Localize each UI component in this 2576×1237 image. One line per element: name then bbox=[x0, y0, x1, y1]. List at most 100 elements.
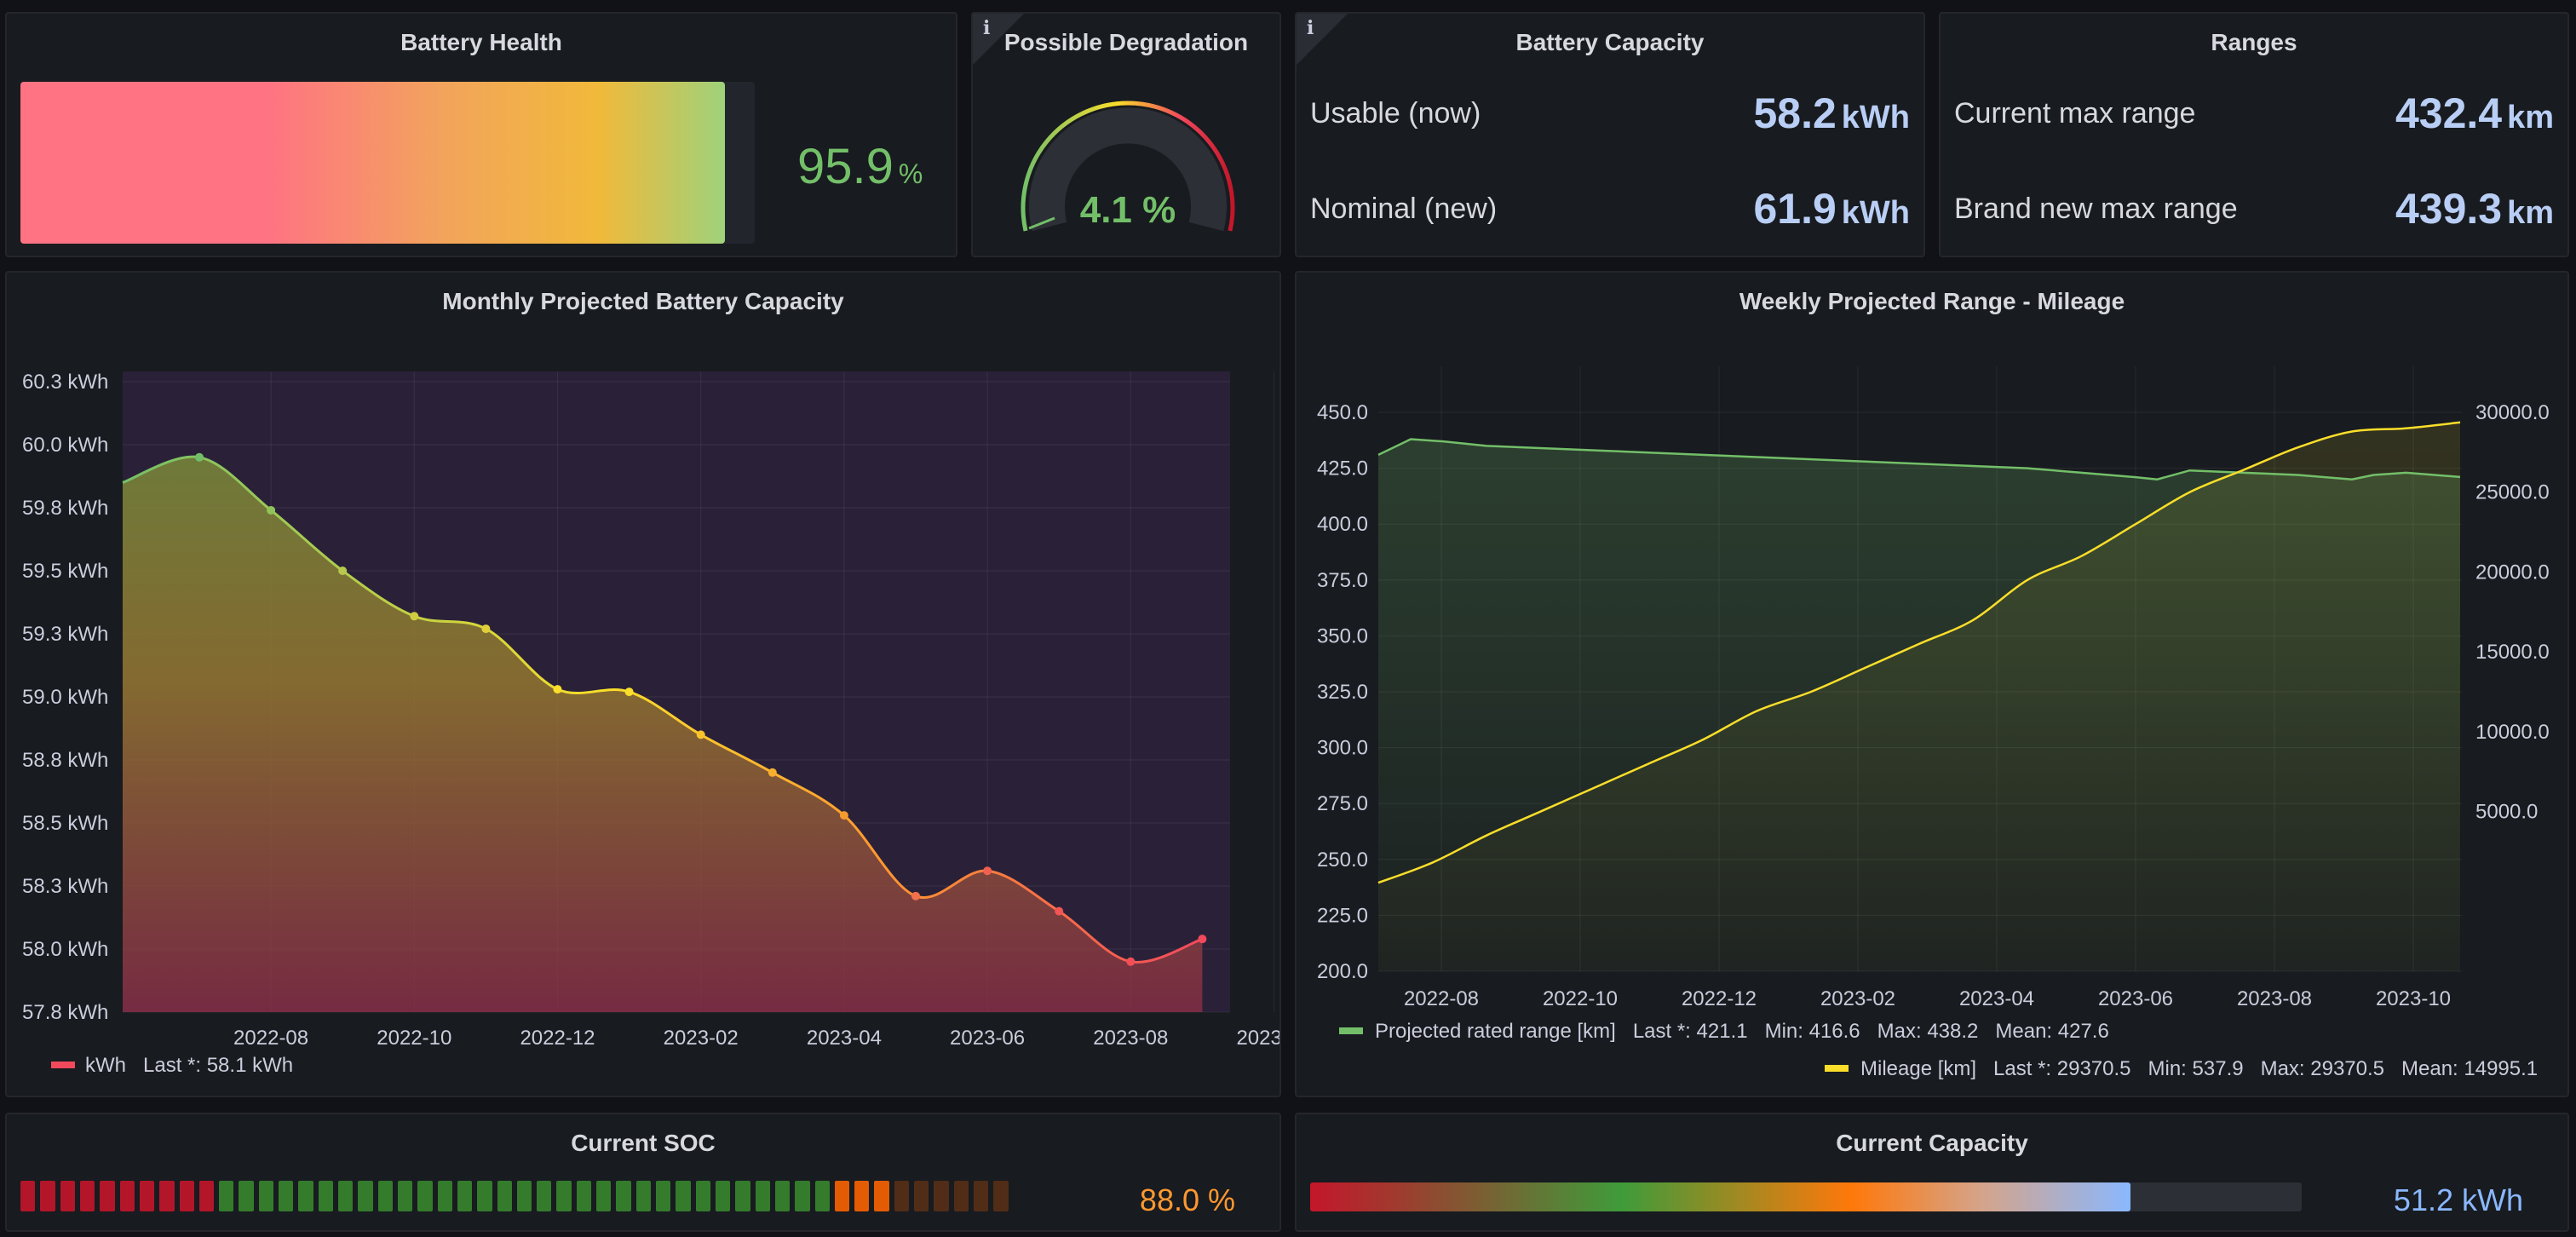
y-tick-label: 60.0 kWh bbox=[22, 434, 108, 457]
capacity-bar-fill bbox=[1310, 1182, 2130, 1211]
y-tick-label-left: 375.0 bbox=[1317, 569, 1368, 592]
soc-cell bbox=[40, 1181, 55, 1211]
soc-cell bbox=[715, 1181, 731, 1211]
soc-cell bbox=[914, 1181, 929, 1211]
x-tick-label: 2022-10 bbox=[377, 1027, 451, 1050]
soc-led-bar bbox=[20, 1181, 1009, 1211]
y-tick-label-right: 30000.0 bbox=[2475, 401, 2550, 424]
new-range-label: Brand new max range bbox=[1954, 193, 2238, 225]
y-tick-label-left: 275.0 bbox=[1317, 792, 1368, 815]
data-point bbox=[911, 891, 920, 900]
monthly-capacity-chart: 60.3 kWh 60.0 kWh 59.8 kWh 59.5 kWh 59.3 kWh… bbox=[22, 371, 1279, 1077]
health-bar-fill bbox=[20, 82, 725, 244]
soc-cell bbox=[60, 1181, 75, 1211]
y-tick-label: 58.8 kWh bbox=[22, 749, 108, 772]
legend-swatch bbox=[51, 1062, 75, 1068]
soc-cell bbox=[993, 1181, 1009, 1211]
data-point bbox=[983, 866, 992, 876]
y-tick-label-right: 25000.0 bbox=[2475, 481, 2550, 504]
nominal-label: Nominal (new) bbox=[1310, 193, 1498, 225]
data-point bbox=[267, 505, 276, 515]
y-tick-label-left: 325.0 bbox=[1317, 681, 1368, 704]
soc-cell bbox=[100, 1181, 115, 1211]
ranges-panel: Ranges Current max range 432.4 km Brand n… bbox=[1939, 12, 2569, 257]
x-tick-label: 2023-08 bbox=[2237, 987, 2312, 1010]
soc-cell bbox=[834, 1181, 850, 1211]
y-tick-label-left: 450.0 bbox=[1317, 401, 1368, 424]
degradation-value: 4.1 % bbox=[1080, 189, 1176, 231]
x-tick-label: 2023-06 bbox=[2098, 987, 2173, 1010]
soc-cell bbox=[457, 1181, 473, 1211]
soc-cell bbox=[774, 1181, 791, 1211]
data-point bbox=[768, 768, 777, 777]
weekly-range-chart: 450.0 425.0 400.0 375.0 350.0 325.0 300.0 275.0… bbox=[1317, 366, 2550, 1080]
soc-cell bbox=[119, 1181, 135, 1211]
x-tick-label: 2023-02 bbox=[1820, 987, 1895, 1010]
soc-cell bbox=[79, 1181, 95, 1211]
y-tick-label-left: 300.0 bbox=[1317, 737, 1368, 760]
current-range-label: Current max range bbox=[1954, 97, 2196, 129]
x-tick-label: 2023-06 bbox=[950, 1027, 1025, 1050]
y-tick-label: 58.0 kWh bbox=[22, 938, 108, 961]
soc-cell bbox=[874, 1181, 889, 1211]
soc-cell bbox=[894, 1181, 910, 1211]
info-icon[interactable]: i bbox=[973, 14, 1024, 65]
panel-title: Battery Health bbox=[400, 29, 562, 55]
soc-cell bbox=[318, 1181, 333, 1211]
legend-range[interactable]: Projected rated range [km] Last *: 421.1… bbox=[1375, 1020, 2109, 1043]
x-tick-label: 2022-10 bbox=[1543, 987, 1618, 1010]
weekly-range-panel: Weekly Projected Range - Mileage 450.0 42… bbox=[1295, 271, 2569, 1097]
soc-cell bbox=[20, 1181, 36, 1211]
soc-cell bbox=[795, 1181, 810, 1211]
soc-cell bbox=[596, 1181, 612, 1211]
soc-cell bbox=[854, 1181, 870, 1211]
panel-title: Battery Capacity bbox=[1515, 29, 1705, 55]
usable-value: 58.2 kWh bbox=[1753, 89, 1910, 137]
x-tick-label: 2022-08 bbox=[1404, 987, 1479, 1010]
y-tick-label-left: 400.0 bbox=[1317, 513, 1368, 536]
info-icon[interactable]: i bbox=[1297, 14, 1348, 65]
current-capacity-panel: Current Capacity 51.2 kWh bbox=[1295, 1113, 2569, 1232]
degradation-panel: i Possible Degradation 4.1 % bbox=[971, 12, 1281, 257]
data-point bbox=[338, 567, 348, 575]
y-tick-label-left: 225.0 bbox=[1317, 904, 1368, 927]
soc-cell bbox=[814, 1181, 830, 1211]
panel-title: Possible Degradation bbox=[1003, 29, 1249, 55]
range-line bbox=[1377, 438, 2461, 480]
x-tick-label: 2023-10 bbox=[2376, 987, 2451, 1010]
soc-value: 88.0 % bbox=[1139, 1182, 1235, 1217]
data-point bbox=[696, 730, 705, 739]
soc-cell bbox=[358, 1181, 373, 1211]
y-tick-label: 58.3 kWh bbox=[22, 875, 108, 898]
soc-cell bbox=[755, 1181, 770, 1211]
data-point bbox=[1055, 906, 1064, 916]
soc-cell bbox=[635, 1181, 651, 1211]
data-point bbox=[481, 624, 491, 634]
y-tick-label-right: 5000.0 bbox=[2475, 801, 2538, 824]
soc-cell bbox=[676, 1181, 691, 1211]
panel-title: Current SOC bbox=[571, 1130, 716, 1156]
y-tick-label: 59.5 kWh bbox=[22, 560, 108, 583]
legend-swatch-mileage bbox=[1825, 1065, 1849, 1072]
soc-cell bbox=[735, 1181, 750, 1211]
capacity-line bbox=[122, 455, 1203, 964]
soc-cell bbox=[219, 1181, 234, 1211]
legend-mileage[interactable]: Mileage [km] Last *: 29370.5 Min: 537.9 … bbox=[1860, 1057, 2538, 1080]
degradation-gauge: 4.1 % bbox=[1021, 101, 1235, 232]
y-tick-label-left: 350.0 bbox=[1317, 624, 1368, 647]
battery-capacity-panel: i Battery Capacity Usable (now) 58.2 kWh … bbox=[1295, 12, 1925, 257]
soc-cell bbox=[417, 1181, 433, 1211]
soc-cell bbox=[397, 1181, 413, 1211]
soc-cell bbox=[497, 1181, 512, 1211]
soc-cell bbox=[576, 1181, 592, 1211]
x-tick-label: 2022-12 bbox=[520, 1027, 595, 1050]
y-tick-label: 59.0 kWh bbox=[22, 686, 108, 709]
x-tick-label: 2023-04 bbox=[1959, 987, 2034, 1010]
health-bar-track bbox=[20, 82, 755, 244]
data-point bbox=[195, 452, 204, 462]
legend-label[interactable]: kWh Last *: 58.1 kWh bbox=[85, 1054, 293, 1077]
y-tick-label: 60.3 kWh bbox=[22, 371, 108, 394]
current-soc-panel: Current SOC 88.0 % bbox=[5, 1113, 1281, 1232]
battery-health-panel: Battery Health 95.9% bbox=[5, 12, 957, 257]
nominal-value: 61.9 kWh bbox=[1753, 185, 1910, 233]
